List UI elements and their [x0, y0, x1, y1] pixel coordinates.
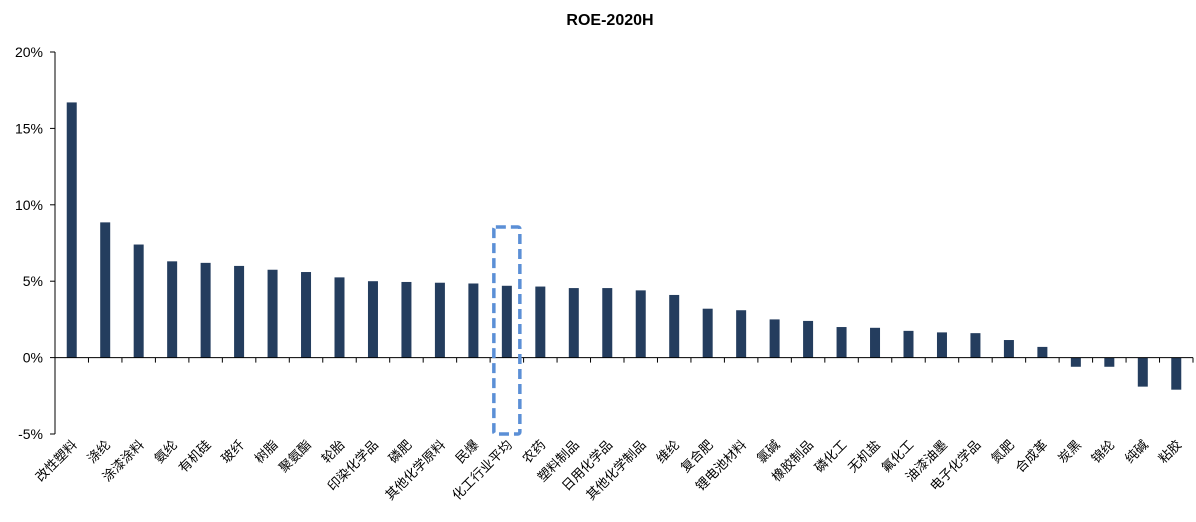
- bar: [1070, 357, 1081, 367]
- bar: [301, 272, 312, 358]
- x-tick-label: 农药: [520, 438, 549, 467]
- x-tick-label: 有机硅: [176, 438, 214, 476]
- bar: [936, 332, 947, 358]
- x-tick-label: 无机盐: [846, 438, 884, 476]
- x-tick-label: 轮胎: [319, 438, 348, 467]
- x-tick-label: 炭黑: [1056, 438, 1085, 467]
- bar: [1037, 346, 1048, 358]
- y-tick-label: 5%: [23, 273, 43, 289]
- bar: [803, 320, 814, 358]
- highlight-group: [492, 225, 522, 436]
- y-axis: -5% 0% 5% 10% 15% 20%: [15, 44, 56, 442]
- x-tick-label: 合成革: [1013, 438, 1051, 476]
- bar: [970, 333, 981, 358]
- bar: [100, 222, 111, 358]
- bar: [1104, 357, 1115, 367]
- bar: [836, 327, 847, 358]
- bar: [635, 290, 646, 358]
- y-tick-label: 15%: [15, 120, 43, 136]
- bar: [602, 288, 613, 358]
- bar: [702, 308, 713, 358]
- bar: [1003, 340, 1014, 358]
- bar: [903, 330, 914, 358]
- bar: [133, 244, 144, 358]
- x-tick-label: 涤纶: [85, 438, 114, 467]
- bar: [769, 319, 780, 358]
- bar: [434, 282, 445, 358]
- y-tick-label: 0%: [23, 350, 43, 366]
- x-tick-label: 粘胶: [1155, 437, 1185, 467]
- x-tick-label: 化工行业平均: [450, 438, 516, 504]
- y-tick-label: 10%: [15, 197, 43, 213]
- x-tick-label: 氯碱: [754, 438, 783, 467]
- x-tick-label: 民爆: [453, 438, 482, 467]
- highlight-box: [492, 225, 522, 436]
- bar: [367, 281, 378, 358]
- bar: [167, 261, 178, 358]
- bar: [1171, 357, 1182, 390]
- x-tick-label: 树脂: [252, 438, 281, 467]
- bar: [736, 310, 747, 358]
- bar: [535, 286, 546, 358]
- bar: [870, 327, 881, 358]
- bar: [1137, 357, 1148, 387]
- x-tick-label: 纯碱: [1123, 438, 1152, 467]
- x-tick-label: 锦纶: [1089, 438, 1118, 467]
- x-tick-label: 氮肥: [989, 438, 1018, 467]
- x-tick-label: 氨纶: [152, 438, 181, 467]
- x-tick-label: 磷化工: [812, 438, 850, 476]
- x-tick-label: 改性塑料: [33, 438, 80, 485]
- bar: [468, 283, 479, 358]
- y-tick-label: 20%: [15, 44, 43, 60]
- chart-title: ROE-2020H: [566, 12, 653, 29]
- bar: [669, 294, 680, 358]
- y-tick-label: -5%: [18, 426, 43, 442]
- x-tick-label: 磷肥: [386, 438, 415, 467]
- bar: [234, 265, 245, 358]
- x-tick-label: 聚氨酯: [277, 438, 315, 476]
- x-tick-label: 其他化学原料: [382, 437, 448, 503]
- bars: [66, 102, 1182, 390]
- x-tick-label: 维纶: [654, 438, 683, 467]
- x-tick-label: 玻纤: [219, 438, 248, 467]
- bar: [568, 288, 579, 358]
- bar: [401, 281, 412, 358]
- bar: [501, 285, 512, 358]
- bar: [267, 269, 278, 358]
- bar: [200, 262, 211, 358]
- bar: [66, 102, 77, 358]
- bar: [334, 277, 345, 358]
